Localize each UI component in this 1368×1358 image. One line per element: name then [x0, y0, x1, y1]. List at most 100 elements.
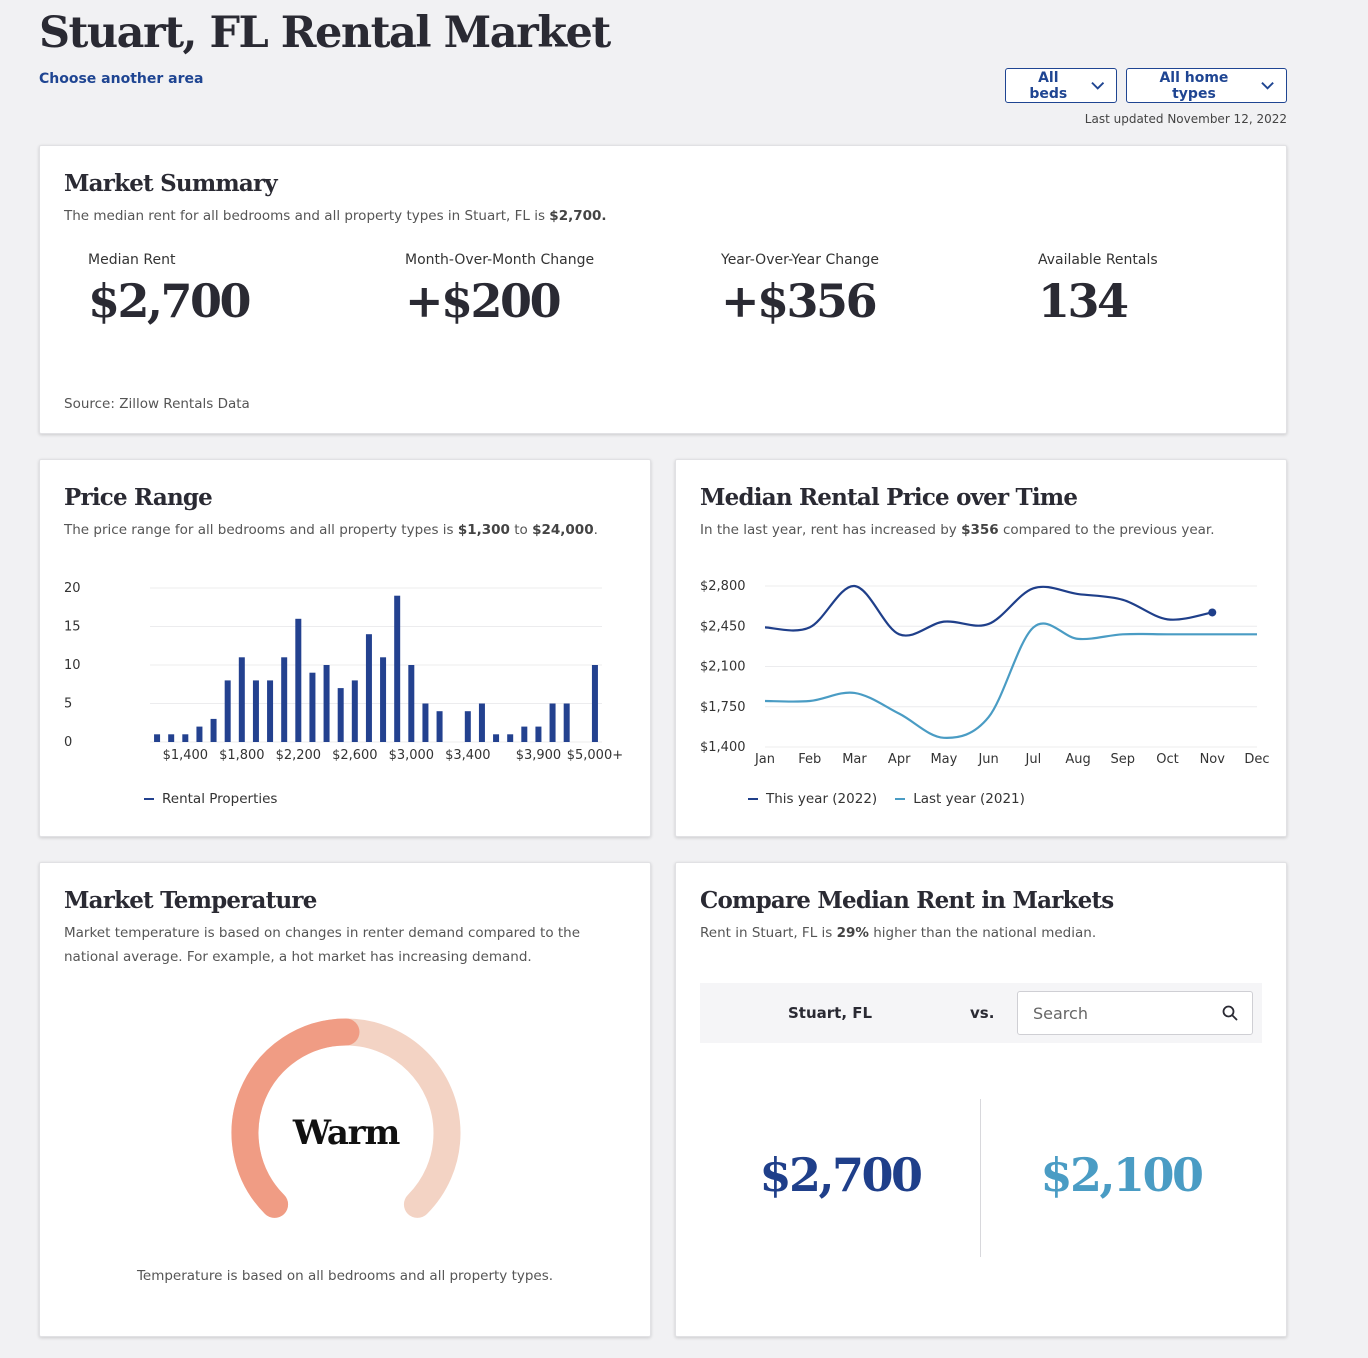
compare-median-rent-card: Compare Median Rent in Markets Rent in S… — [675, 862, 1287, 1337]
last-updated-text: Last updated November 12, 2022 — [1084, 112, 1287, 126]
compare-search-input[interactable] — [1018, 992, 1208, 1034]
market-temperature-card: Market Temperature Market temperature is… — [39, 862, 651, 1337]
bar — [252, 680, 259, 742]
legend-rental-properties: Rental Properties — [144, 791, 277, 807]
median-price-legend: This year (2022) Last year (2021) — [748, 791, 1025, 807]
price-range-card: Price Range The price range for all bedr… — [39, 459, 651, 837]
price-range-title: Price Range — [64, 484, 213, 511]
home-types-filter-button[interactable]: All home types — [1126, 68, 1287, 103]
bar — [351, 680, 358, 742]
y-tick-label: $2,800 — [700, 579, 746, 594]
temperature-note: Temperature is based on all bedrooms and… — [136, 1268, 554, 1284]
x-tick-label: $3,000 — [389, 748, 435, 763]
compare-median-rent-title: Compare Median Rent in Markets — [700, 887, 1114, 914]
x-tick-label: May — [930, 752, 957, 767]
stat-label: Available Rentals — [1038, 252, 1158, 268]
bar — [182, 734, 189, 742]
bar — [380, 657, 387, 742]
stat-value: 134 — [1038, 274, 1129, 328]
month-over-month-stat: Month-Over-Month Change +$200 — [405, 252, 594, 328]
legend-swatch — [895, 798, 906, 800]
legend-label: Last year (2021) — [913, 791, 1025, 807]
bar — [267, 680, 274, 742]
stat-label: Month-Over-Month Change — [405, 252, 595, 268]
x-tick-label: Apr — [888, 752, 911, 767]
y-tick-label: 0 — [64, 735, 72, 750]
legend-label: This year (2022) — [766, 791, 878, 807]
bar — [563, 703, 570, 742]
choose-another-area-link[interactable]: Choose another area — [39, 71, 204, 87]
temperature-gauge-svg — [231, 1018, 461, 1218]
x-tick-label: Oct — [1156, 752, 1178, 767]
x-tick-label: $2,200 — [276, 748, 322, 763]
source-note: Source: Zillow Rentals Data — [64, 396, 250, 412]
x-tick-label: Nov — [1200, 752, 1226, 767]
bar — [210, 718, 217, 742]
x-tick-label: Feb — [798, 752, 821, 767]
x-tick-label: $5,000+ — [567, 748, 623, 763]
home-types-filter-label: All home types — [1159, 69, 1229, 102]
price-range-bar-chart: 0 5 10 15 20 $1,400 $1,800 $2,200 $2,600 $3,000 $3… — [64, 581, 623, 763]
market-summary-title: Market Summary — [64, 170, 278, 197]
bar — [295, 618, 302, 742]
temperature-label: Warm — [292, 1113, 401, 1153]
legend-swatch — [748, 798, 758, 800]
median-price-over-time-description: In the last year, rent has increased by … — [700, 522, 1215, 538]
page-title: Stuart, FL Rental Market — [39, 8, 611, 58]
price-range-legend: Rental Properties — [144, 791, 277, 807]
x-tick-label: Aug — [1065, 752, 1090, 767]
bar — [408, 665, 415, 742]
legend-swatch — [144, 798, 154, 800]
y-tick-label: 15 — [64, 620, 81, 635]
legend-this-year: This year (2022) — [748, 791, 877, 807]
compare-divider — [980, 1099, 981, 1257]
stat-value: +$200 — [405, 274, 562, 328]
stat-value: +$356 — [721, 274, 878, 328]
bar — [337, 688, 344, 742]
national-median-rent-value: $2,100 — [1040, 1148, 1204, 1202]
compare-median-rent-description: Rent in Stuart, FL is 29% higher than th… — [700, 925, 1097, 941]
bar — [281, 657, 288, 742]
price-range-description: The price range for all bedrooms and all… — [64, 522, 598, 538]
bar — [168, 734, 175, 742]
bar — [464, 711, 471, 742]
bar — [535, 726, 542, 742]
bar — [224, 680, 231, 742]
bar — [549, 703, 556, 742]
bar — [238, 657, 245, 742]
series-line-this-year — [764, 584, 1213, 637]
bar — [323, 665, 330, 742]
stat-value: $2,700 — [88, 274, 252, 328]
x-tick-label: Dec — [1244, 752, 1269, 767]
search-icon[interactable] — [1222, 1005, 1238, 1021]
x-tick-label: $1,400 — [163, 748, 209, 763]
x-tick-label: Jul — [1025, 752, 1042, 767]
market-summary-description: The median rent for all bedrooms and all… — [64, 208, 607, 224]
x-tick-label: $3,400 — [445, 748, 491, 763]
compare-search-box — [1017, 991, 1253, 1035]
stat-label: Median Rent — [88, 252, 176, 268]
compare-city-name: Stuart, FL — [788, 1004, 873, 1022]
y-tick-label: $2,450 — [700, 619, 746, 634]
x-tick-label: $2,600 — [332, 748, 378, 763]
compare-vs-label: vs. — [970, 1004, 995, 1022]
y-tick-label: $2,100 — [700, 660, 746, 675]
legend-last-year: Last year (2021) — [895, 791, 1025, 807]
stat-label: Year-Over-Year Change — [721, 252, 880, 268]
market-temperature-description: Market temperature is based on changes i… — [64, 925, 581, 965]
series-line-last-year — [764, 622, 1257, 739]
x-tick-label: $3,900 — [516, 748, 562, 763]
chevron-down-icon — [1261, 82, 1274, 90]
y-tick-label: 20 — [64, 581, 81, 596]
bar — [309, 672, 316, 742]
bar — [394, 595, 401, 742]
bar — [436, 711, 443, 742]
beds-filter-button[interactable]: All beds — [1005, 68, 1117, 103]
local-median-rent-value: $2,700 — [759, 1148, 923, 1202]
median-price-over-time-card: Median Rental Price over Time In the las… — [675, 459, 1287, 837]
bar — [493, 734, 500, 742]
median-price-over-time-title: Median Rental Price over Time — [700, 484, 1078, 511]
y-tick-label: 10 — [64, 658, 81, 673]
median-rent-stat: Median Rent $2,700 — [88, 252, 252, 328]
bar — [478, 703, 485, 742]
